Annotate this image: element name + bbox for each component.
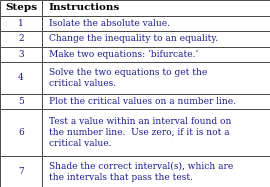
Bar bbox=[42, 109, 270, 156]
Bar bbox=[0, 31, 42, 47]
Bar bbox=[0, 47, 42, 62]
Bar bbox=[42, 156, 270, 187]
Text: 7: 7 bbox=[18, 167, 24, 176]
Text: 4: 4 bbox=[18, 73, 24, 82]
Text: 5: 5 bbox=[18, 97, 24, 106]
Bar bbox=[0, 62, 42, 94]
Bar bbox=[0, 16, 42, 31]
Text: Steps: Steps bbox=[5, 3, 37, 12]
Bar bbox=[42, 62, 270, 94]
Text: Test a value within an interval found on
the number line.  Use zero, if it is no: Test a value within an interval found on… bbox=[49, 117, 231, 148]
Bar bbox=[0, 94, 42, 109]
Text: Change the inequality to an equality.: Change the inequality to an equality. bbox=[49, 34, 218, 43]
Bar bbox=[42, 0, 270, 16]
Text: Make two equations: ‘bifurcate.’: Make two equations: ‘bifurcate.’ bbox=[49, 50, 198, 59]
Text: 6: 6 bbox=[18, 128, 24, 137]
Text: 1: 1 bbox=[18, 19, 24, 28]
Text: Plot the critical values on a number line.: Plot the critical values on a number lin… bbox=[49, 97, 236, 106]
Text: Isolate the absolute value.: Isolate the absolute value. bbox=[49, 19, 170, 28]
Bar bbox=[0, 0, 42, 16]
Bar bbox=[0, 156, 42, 187]
Text: Shade the correct interval(s), which are
the intervals that pass the test.: Shade the correct interval(s), which are… bbox=[49, 161, 233, 182]
Bar bbox=[42, 16, 270, 31]
Bar bbox=[42, 47, 270, 62]
Text: Solve the two equations to get the
critical values.: Solve the two equations to get the criti… bbox=[49, 68, 207, 88]
Text: 2: 2 bbox=[18, 34, 24, 43]
Bar bbox=[42, 31, 270, 47]
Text: 3: 3 bbox=[18, 50, 24, 59]
Bar bbox=[42, 94, 270, 109]
Bar bbox=[0, 109, 42, 156]
Text: Instructions: Instructions bbox=[49, 3, 120, 12]
